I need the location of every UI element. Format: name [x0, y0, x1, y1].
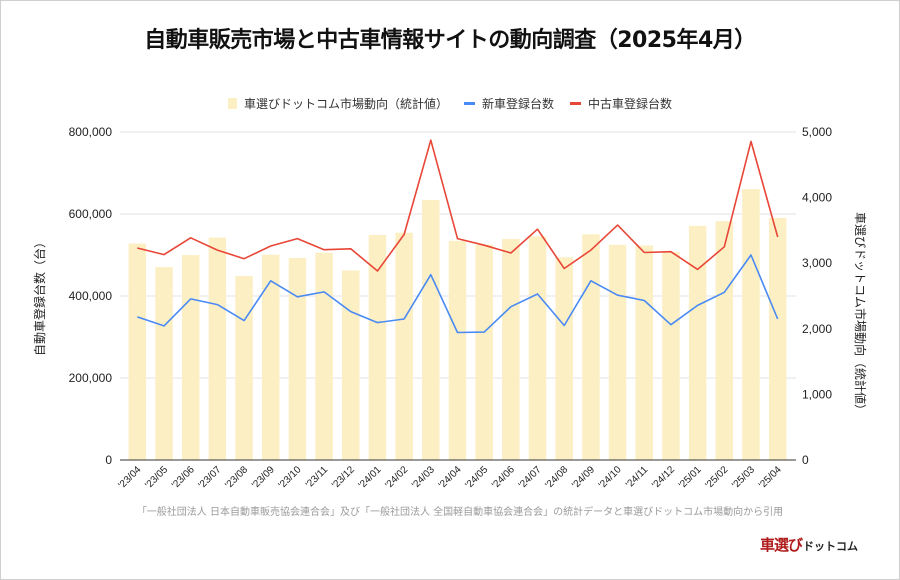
left-axis-title: 自動車登録台数（台）	[32, 236, 47, 356]
right-axis-title: 車選びドットコム市場動向（統計値）	[853, 212, 868, 416]
x-axis-tick-label: '24/12	[650, 464, 677, 491]
left-axis-tick-label: 0	[105, 453, 112, 467]
legend-label: 車選びドットコム市場動向（統計値）	[243, 97, 448, 111]
x-axis-tick-label: '25/03	[730, 464, 757, 491]
bar[interactable]	[582, 234, 600, 460]
bar[interactable]	[315, 252, 333, 460]
bar[interactable]	[502, 238, 520, 460]
legend-swatch-line	[463, 102, 475, 105]
x-axis-tick-label: '24/06	[490, 464, 517, 491]
legend-swatch-line	[570, 102, 581, 105]
x-axis-tick-label: '24/03	[410, 464, 437, 491]
line-series	[137, 139, 779, 334]
right-axis-tick-label: 1,000	[802, 387, 832, 401]
bar[interactable]	[261, 254, 280, 460]
x-axis-tick-label: '24/02	[383, 464, 410, 491]
source-note: 「一般社団法人 日本自動車販売協会連合会」及び「一般社団法人 全国軽自動車協会連…	[136, 507, 784, 518]
bar[interactable]	[342, 270, 360, 460]
legend-item-used-car[interactable]: 中古車登録台数	[570, 95, 672, 112]
x-axis-tick-label: '23/08	[223, 464, 250, 491]
bar[interactable]	[768, 217, 787, 460]
bar[interactable]	[422, 199, 440, 460]
x-axis-tick-label: '24/04	[437, 464, 464, 491]
bar[interactable]	[368, 234, 387, 460]
legend-label: 中古車登録台数	[588, 97, 673, 111]
bar[interactable]	[128, 243, 147, 460]
x-axis-tick-label: '24/09	[570, 464, 597, 491]
x-axis-tick-label: '24/01	[357, 464, 384, 491]
x-axis-ticks: '23/04'23/05'23/06'23/07'23/08'23/09'23/…	[117, 464, 784, 491]
bar[interactable]	[155, 267, 173, 460]
bar[interactable]	[235, 275, 253, 460]
x-axis-tick-label: '25/04	[757, 464, 784, 491]
x-axis-tick-label: '25/02	[704, 464, 731, 491]
bar[interactable]	[528, 236, 547, 460]
bar[interactable]	[555, 257, 573, 460]
bar[interactable]	[288, 257, 307, 460]
left-axis-tick-label: 200,000	[69, 371, 113, 385]
bar[interactable]	[448, 240, 467, 460]
left-axis-tick-label: 800,000	[69, 125, 113, 139]
bar[interactable]	[395, 232, 413, 460]
x-axis-tick-label: '24/10	[597, 464, 624, 491]
x-axis-tick-label: '23/10	[277, 464, 304, 491]
right-axis-tick-label: 4,000	[802, 191, 832, 205]
bar[interactable]	[662, 252, 680, 460]
bar[interactable]	[742, 189, 760, 460]
brand-logo: 車選び ドットコム	[760, 534, 858, 555]
x-axis-tick-label: '24/07	[517, 464, 544, 491]
right-axis-tick-label: 2,000	[802, 322, 832, 336]
x-axis-tick-label: '24/11	[624, 464, 651, 491]
x-axis-tick-label: '24/05	[463, 464, 490, 491]
bar[interactable]	[635, 245, 654, 460]
legend-item-new-car[interactable]: 新車登録台数	[463, 95, 554, 112]
x-axis-tick-label: '23/05	[143, 464, 170, 491]
bar[interactable]	[715, 221, 734, 460]
chart-title: 自動車販売市場と中古車情報サイトの動向調査（2025年4月）	[144, 28, 756, 53]
logo-sub-text: ドットコム	[803, 540, 859, 553]
legend-item-market-trend[interactable]: 車選びドットコム市場動向（統計値）	[227, 95, 448, 112]
x-axis-tick-label: '25/01	[677, 464, 704, 491]
x-axis-tick-label: '23/09	[250, 464, 277, 491]
bar[interactable]	[181, 255, 200, 460]
x-axis-tick-label: '23/04	[117, 464, 144, 491]
series-line[interactable]	[137, 254, 779, 334]
right-axis-ticks: 0 1,000 2,000 3,000 4,000 5,000	[802, 125, 832, 467]
left-axis-tick-label: 600,000	[69, 207, 113, 221]
x-axis-tick-label: '23/11	[304, 464, 331, 491]
bar[interactable]	[208, 237, 227, 460]
x-axis-tick-label: '24/08	[544, 464, 571, 491]
legend-label: 新車登録台数	[481, 97, 554, 111]
x-axis-tick-label: '23/07	[197, 464, 224, 491]
left-axis-ticks: 0 200,000 400,000 600,000 800,000	[69, 125, 113, 467]
bar[interactable]	[475, 244, 493, 460]
left-axis-tick-label: 400,000	[69, 289, 113, 303]
right-axis-tick-label: 0	[802, 453, 809, 467]
bar-series	[120, 189, 796, 461]
x-axis-tick-label: '23/12	[330, 464, 357, 491]
x-axis-tick-label: '23/06	[170, 464, 197, 491]
legend-swatch-bar	[227, 98, 237, 109]
right-axis-tick-label: 3,000	[802, 256, 832, 270]
bar[interactable]	[688, 225, 707, 460]
bar[interactable]	[608, 244, 627, 460]
legend: 車選びドットコム市場動向（統計値） 新車登録台数 中古車登録台数	[0, 95, 900, 112]
right-axis-tick-label: 5,000	[802, 125, 832, 139]
logo-main-text: 車選び	[760, 536, 803, 554]
